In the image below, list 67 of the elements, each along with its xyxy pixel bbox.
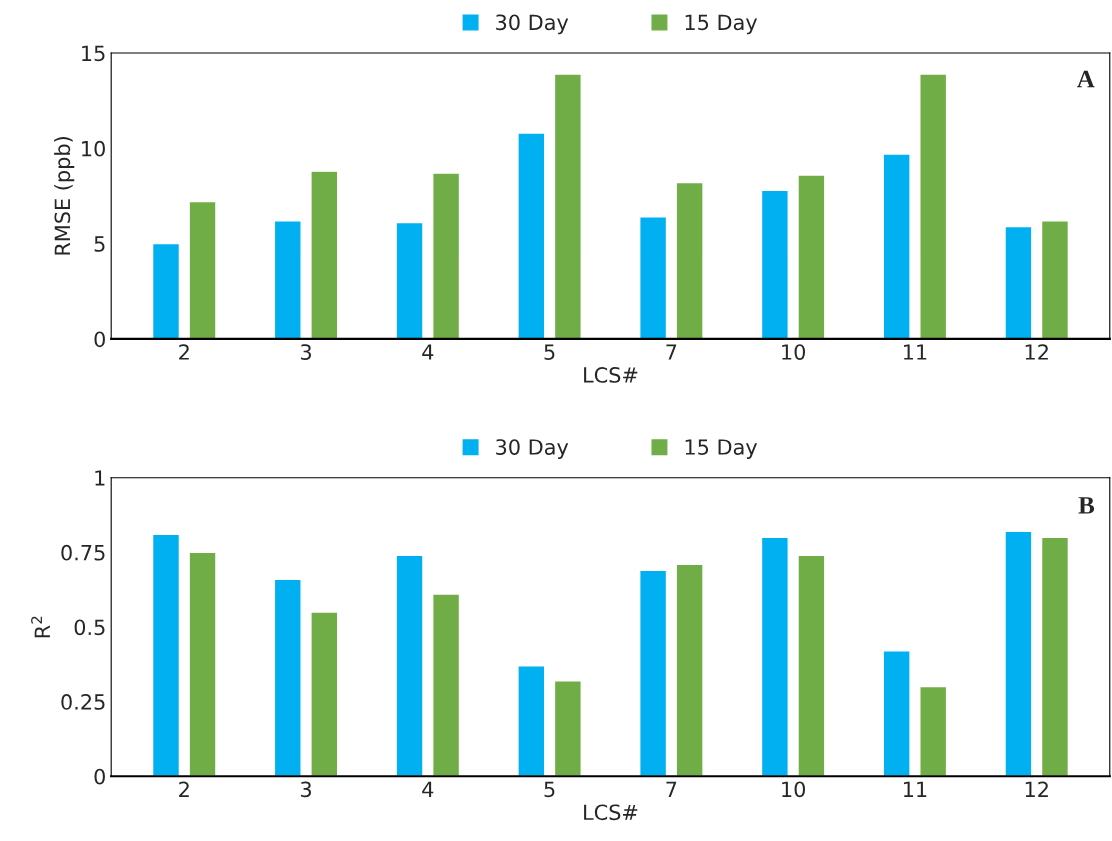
bar: [675, 563, 704, 777]
x-tick-label: 3: [301, 781, 311, 798]
bar: [639, 569, 668, 777]
bar: [395, 554, 424, 777]
bar: [310, 170, 339, 339]
legend-label: 15 Day: [685, 14, 758, 35]
bar: [797, 554, 826, 777]
bar: [919, 685, 948, 777]
y-tick-label: 1: [95, 470, 105, 486]
bar: [273, 578, 302, 777]
bar: [517, 665, 546, 777]
bar: [675, 181, 704, 339]
legend-label: 30 Day: [496, 14, 569, 35]
bar: [151, 242, 181, 339]
x-tick-label: 5: [544, 781, 555, 798]
x-tick-label: 4: [422, 344, 434, 360]
bar: [151, 533, 181, 777]
bar: [882, 153, 911, 339]
bar: [1004, 225, 1033, 339]
bar: [919, 73, 948, 339]
legend-label: 30 Day: [496, 439, 569, 459]
bar: [273, 220, 302, 339]
legend-label: 15 Day: [685, 439, 758, 459]
bar: [310, 611, 339, 777]
bar: [1040, 220, 1070, 339]
x-tick-label: 11: [903, 781, 927, 797]
bar: [760, 189, 789, 339]
annotation: A: [1076, 70, 1095, 88]
annotation: B: [1078, 497, 1095, 514]
x-tick-label: 2: [179, 344, 189, 360]
x-tick-label: 12: [1025, 781, 1048, 797]
x-tick-label: 11: [903, 344, 927, 360]
x-tick-label: 5: [544, 344, 555, 360]
y-tick-label: 0: [94, 768, 105, 785]
y-tick-label: 0: [94, 331, 105, 348]
x-tick-label: 10: [782, 781, 806, 798]
bar: [517, 132, 546, 339]
bar: [760, 536, 789, 777]
y-tick-label: 15: [82, 45, 105, 62]
bar: [639, 216, 668, 339]
x-tick-label: 7: [666, 781, 677, 797]
y-tick-label: 10: [82, 140, 105, 157]
x-tick-label: 2: [179, 781, 189, 797]
bar: [553, 73, 582, 339]
bar: [797, 174, 826, 339]
x-tick-label: 10: [782, 344, 806, 360]
x-tick-label: 7: [666, 344, 677, 360]
y-axis-title: RMSE (ppb): [54, 137, 75, 255]
bar: [431, 172, 461, 339]
x-axis-title: LCS#: [584, 804, 638, 821]
bar: [882, 650, 911, 777]
bar: [431, 593, 461, 777]
bar: [1040, 536, 1070, 777]
y-tick-label: 0.25: [61, 694, 105, 710]
bar: [395, 221, 424, 339]
bar: [188, 551, 217, 777]
x-tick-label: 3: [301, 344, 311, 360]
x-axis-title: LCS#: [584, 367, 638, 383]
bar: [553, 680, 582, 777]
bar: [1004, 530, 1033, 777]
y-tick-label: 0.75: [61, 544, 105, 561]
x-tick-label: 4: [422, 781, 434, 797]
bar: [188, 200, 217, 339]
y-tick-label: 5: [94, 236, 105, 252]
x-tick-label: 12: [1025, 344, 1048, 360]
y-axis-title: R$^{2}$: [31, 616, 50, 638]
y-tick-label: 0.5: [74, 619, 105, 636]
